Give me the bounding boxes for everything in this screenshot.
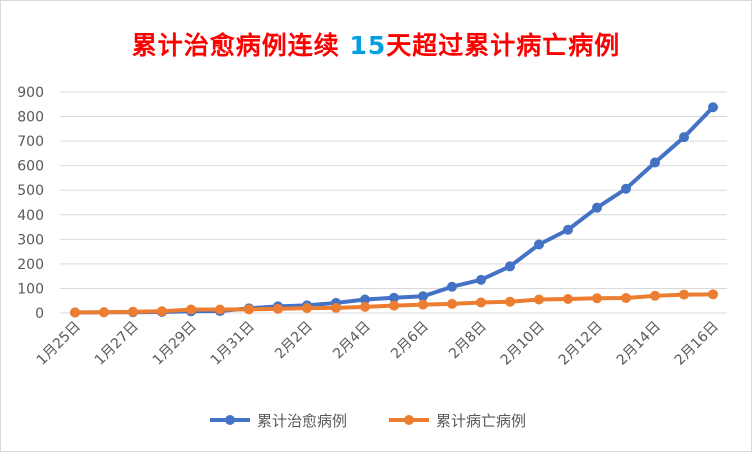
data-point bbox=[447, 298, 457, 309]
data-point bbox=[621, 293, 631, 304]
legend-label: 累计病亡病例 bbox=[436, 412, 526, 430]
legend-item: 累计治愈病例 bbox=[210, 412, 347, 430]
y-tick-label: 500 bbox=[17, 183, 44, 199]
data-point bbox=[331, 302, 341, 313]
data-point bbox=[418, 299, 428, 310]
data-point bbox=[186, 304, 196, 315]
data-point bbox=[99, 307, 109, 318]
data-point bbox=[563, 224, 573, 235]
data-point bbox=[592, 202, 602, 213]
data-point bbox=[215, 304, 225, 315]
x-tick-label: 1月31日 bbox=[208, 319, 258, 369]
x-tick-label: 1月29日 bbox=[150, 319, 200, 369]
x-tick-label: 2月14日 bbox=[614, 319, 664, 369]
legend-marker bbox=[225, 415, 235, 425]
x-tick-label: 2月2日 bbox=[272, 319, 316, 363]
data-point bbox=[302, 303, 312, 314]
data-point bbox=[505, 296, 515, 307]
data-point bbox=[70, 307, 80, 318]
data-point bbox=[447, 281, 457, 292]
x-tick-label: 2月10日 bbox=[498, 319, 548, 369]
data-point bbox=[708, 102, 718, 113]
series-line bbox=[74, 105, 715, 315]
y-tick-label: 300 bbox=[17, 232, 44, 248]
x-axis-ticks: 1月25日 1月27日 1月29日 1月31日 2月2日 2月4日 2月6日 2月8日 2月10… bbox=[34, 319, 722, 369]
data-point bbox=[360, 294, 370, 305]
legend-label: 累计治愈病例 bbox=[257, 412, 347, 430]
x-tick-label: 1月27日 bbox=[92, 319, 142, 369]
legend-marker bbox=[404, 415, 414, 425]
legend: 累计治愈病例 累计病亡病例 bbox=[210, 412, 526, 430]
data-point bbox=[505, 261, 515, 272]
data-point bbox=[157, 306, 167, 317]
gridlines bbox=[60, 91, 727, 314]
x-tick-label: 2月12日 bbox=[556, 319, 606, 369]
data-point bbox=[592, 293, 602, 304]
data-point bbox=[128, 306, 138, 317]
data-point bbox=[389, 300, 399, 311]
data-point bbox=[679, 289, 689, 300]
y-tick-label: 400 bbox=[17, 208, 44, 224]
data-point bbox=[476, 274, 486, 285]
y-tick-label: 900 bbox=[17, 85, 44, 101]
data-point bbox=[650, 290, 660, 301]
data-point bbox=[418, 291, 428, 302]
y-tick-label: 100 bbox=[17, 281, 44, 297]
y-tick-label: 600 bbox=[17, 159, 44, 175]
x-tick-label: 2月8日 bbox=[446, 319, 490, 363]
y-tick-label: 200 bbox=[17, 257, 44, 273]
legend-item: 累计病亡病例 bbox=[389, 412, 526, 430]
data-point bbox=[563, 294, 573, 305]
data-point bbox=[476, 297, 486, 308]
data-point bbox=[244, 304, 254, 315]
data-point bbox=[679, 132, 689, 143]
chart-title: 累计治愈病例连续 15天超过累计病亡病例 bbox=[0, 26, 752, 62]
y-tick-label: 700 bbox=[17, 134, 44, 150]
y-axis-ticks: 0 100 200 300 400 500 600 700 800 900 bbox=[17, 85, 44, 322]
y-tick-label: 800 bbox=[17, 110, 44, 126]
data-point bbox=[534, 239, 544, 250]
series-group bbox=[70, 102, 718, 318]
data-point bbox=[534, 294, 544, 305]
data-point bbox=[360, 301, 370, 312]
chart-title-part2: 天超过累计病亡病例 bbox=[386, 31, 621, 60]
data-point bbox=[650, 157, 660, 168]
x-tick-label: 2月16日 bbox=[672, 319, 722, 369]
data-point bbox=[273, 303, 283, 314]
x-tick-label: 2月6日 bbox=[388, 319, 432, 363]
data-point bbox=[708, 289, 718, 300]
x-tick-label: 1月25日 bbox=[34, 319, 84, 369]
series-recovered bbox=[70, 102, 718, 318]
data-point bbox=[621, 183, 631, 194]
series-deaths bbox=[70, 289, 718, 318]
x-tick-label: 2月4日 bbox=[330, 319, 374, 363]
chart-title-part1: 累计治愈病例连续 bbox=[131, 31, 350, 60]
data-point bbox=[389, 292, 399, 303]
chart-title-number: 15 bbox=[349, 31, 387, 60]
y-tick-label: 0 bbox=[35, 306, 44, 322]
